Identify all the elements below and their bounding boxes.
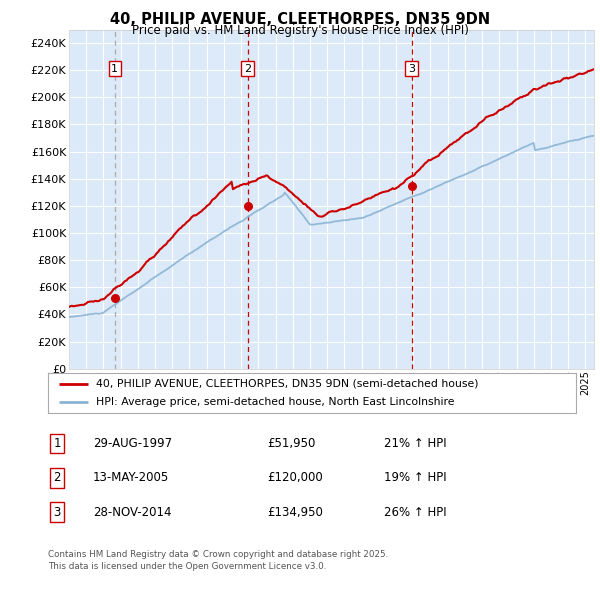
Text: 21% ↑ HPI: 21% ↑ HPI [384,437,446,450]
Text: 1: 1 [111,64,118,74]
Text: Contains HM Land Registry data © Crown copyright and database right 2025.
This d: Contains HM Land Registry data © Crown c… [48,550,388,571]
Text: 3: 3 [53,506,61,519]
Point [110,294,119,303]
Point [242,201,253,211]
Text: 2: 2 [53,471,61,484]
Text: £134,950: £134,950 [267,506,323,519]
Text: 40, PHILIP AVENUE, CLEETHORPES, DN35 9DN: 40, PHILIP AVENUE, CLEETHORPES, DN35 9DN [110,12,490,27]
Text: 19% ↑ HPI: 19% ↑ HPI [384,471,446,484]
Text: £51,950: £51,950 [267,437,316,450]
Text: £120,000: £120,000 [267,471,323,484]
Text: 28-NOV-2014: 28-NOV-2014 [93,506,172,519]
Text: 29-AUG-1997: 29-AUG-1997 [93,437,172,450]
Text: 40, PHILIP AVENUE, CLEETHORPES, DN35 9DN (semi-detached house): 40, PHILIP AVENUE, CLEETHORPES, DN35 9DN… [95,379,478,389]
Text: HPI: Average price, semi-detached house, North East Lincolnshire: HPI: Average price, semi-detached house,… [95,397,454,407]
Text: 1: 1 [53,437,61,450]
Text: Price paid vs. HM Land Registry's House Price Index (HPI): Price paid vs. HM Land Registry's House … [131,24,469,37]
Point [407,181,416,191]
Text: 13-MAY-2005: 13-MAY-2005 [93,471,169,484]
Text: 26% ↑ HPI: 26% ↑ HPI [384,506,446,519]
Text: 2: 2 [244,64,251,74]
Text: 3: 3 [408,64,415,74]
